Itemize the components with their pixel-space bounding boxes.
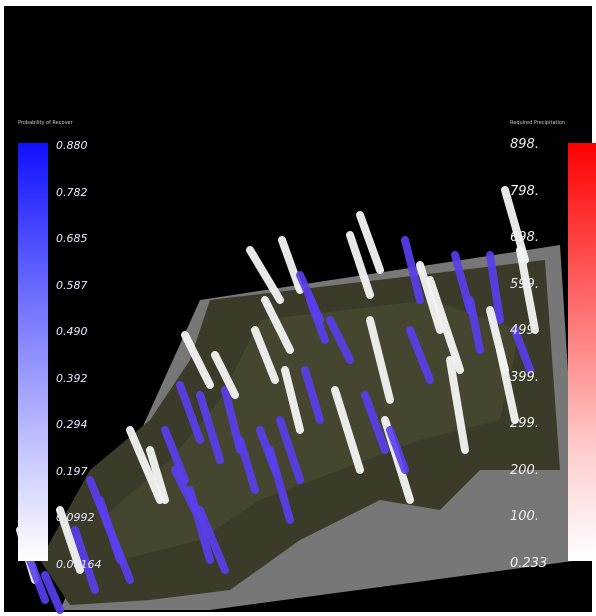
data-column: [386, 426, 409, 474]
data-column: [26, 556, 49, 604]
data-column: [486, 251, 504, 324]
left-tick-label: 0.880: [56, 139, 88, 152]
precipitation-color-bar: [568, 143, 596, 561]
left-tick-label: 0.490: [56, 325, 88, 338]
right-tick-label: 698.: [510, 230, 539, 245]
data-column: [71, 526, 99, 594]
left-tick-label: 0.197: [56, 464, 88, 478]
data-column: [176, 381, 204, 444]
data-column: [251, 326, 279, 384]
left-tick-label: 0.0992: [56, 511, 95, 524]
left-tick-label: 0.392: [56, 371, 88, 385]
data-column: [326, 316, 354, 364]
data-column: [281, 366, 304, 434]
left-tick-label: 0.685: [56, 232, 88, 245]
data-column: [426, 276, 464, 374]
data-column: [196, 391, 224, 464]
right-tick-label: 399.: [510, 369, 539, 385]
left-tick-label: 0.00164: [56, 557, 102, 571]
data-column: [356, 211, 384, 274]
right-tick-label: 898.: [510, 137, 539, 152]
data-column: [446, 356, 469, 454]
data-column: [186, 486, 214, 564]
data-column: [401, 236, 424, 304]
data-column: [301, 366, 324, 424]
data-column: [161, 426, 189, 484]
data-column: [361, 391, 389, 454]
right-tick-label: 599.: [510, 276, 539, 292]
data-column: [261, 296, 294, 354]
data-column: [346, 231, 374, 299]
right-legend-title: Required Precipitation: [510, 120, 566, 126]
data-column: [181, 331, 214, 389]
data-column: [126, 426, 164, 504]
left-tick-label: 0.294: [56, 418, 88, 431]
right-tick-label: 299.: [510, 416, 539, 431]
data-column: [106, 526, 134, 584]
right-tick-label: 499.: [510, 323, 539, 338]
right-tick-label: 798.: [510, 183, 539, 199]
data-column: [276, 416, 304, 484]
left-tick-label: 0.587: [56, 278, 88, 292]
right-tick-label: 0.233: [510, 555, 548, 571]
right-tick-label: 100.: [510, 509, 539, 524]
data-column: [511, 326, 534, 374]
data-column: [331, 386, 364, 474]
data-column: [246, 246, 284, 304]
data-column: [278, 236, 304, 294]
data-column: [56, 506, 84, 574]
data-column: [416, 261, 444, 334]
right-tick-label: 200.: [510, 462, 539, 478]
data-column: [196, 506, 229, 574]
left-tick-label: 0.782: [56, 185, 88, 199]
data-column: [516, 246, 539, 334]
data-column: [466, 296, 484, 354]
data-column: [406, 326, 434, 384]
left-legend-title: Probability of Recover: [18, 120, 73, 126]
probability-color-bar: [18, 143, 48, 561]
data-columns: [16, 186, 539, 614]
data-column: [306, 296, 329, 344]
data-column: [366, 316, 394, 404]
data-column: [41, 571, 64, 614]
data-column: [266, 446, 294, 524]
data-column: [496, 346, 519, 424]
data-column: [146, 446, 169, 504]
data-column: [236, 436, 259, 494]
data-column: [211, 351, 239, 399]
